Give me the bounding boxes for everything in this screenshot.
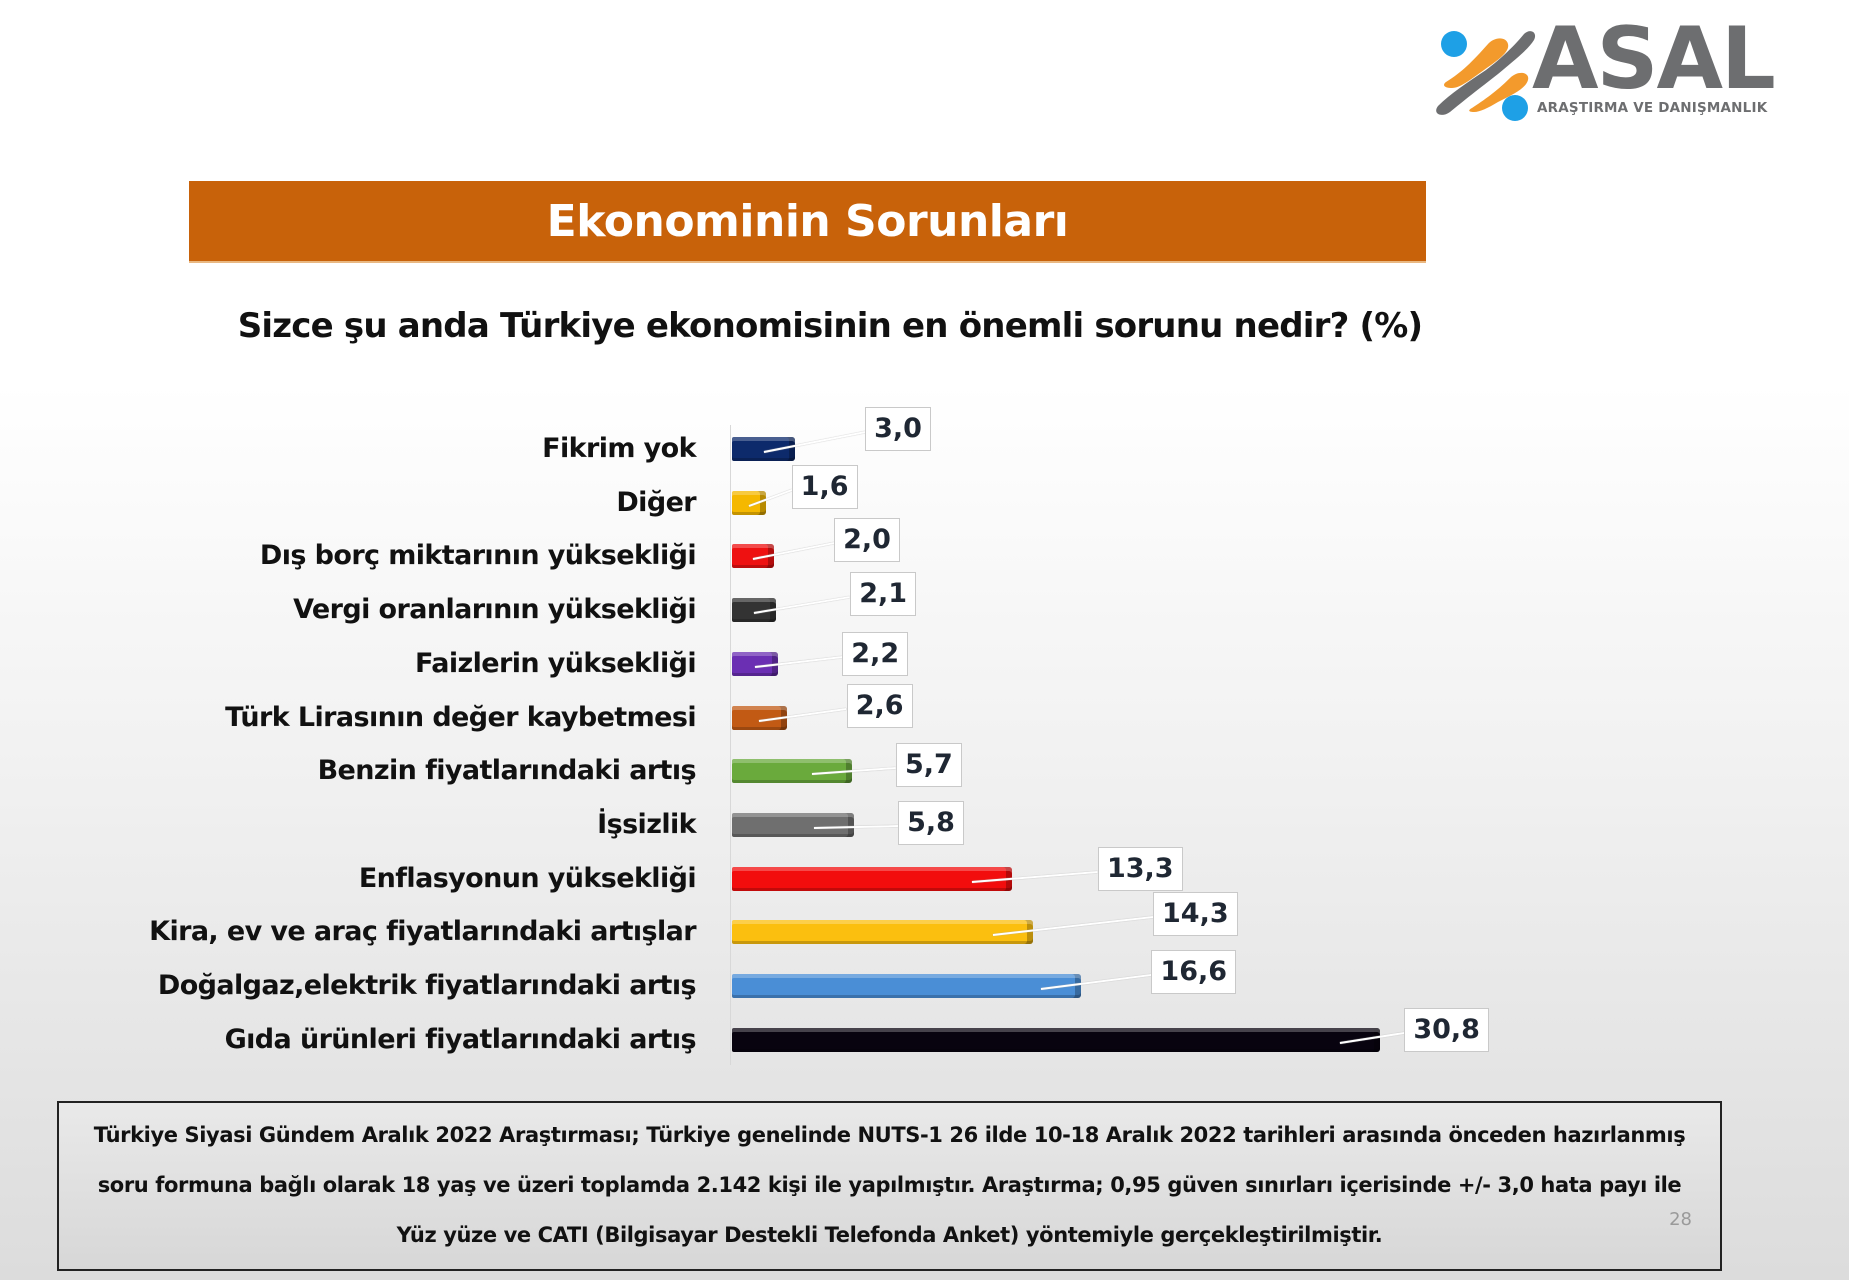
category-label: Türk Lirasının değer kaybetmesi [225,701,696,733]
bar [732,920,1033,945]
page-title: Ekonominin Sorunları [546,195,1069,247]
value-label: 14,3 [1153,892,1238,937]
asal-logo: ASAL ARAŞTIRMA VE DANIŞMANLIK [1432,16,1776,122]
chart-row: Doğalgaz,elektrik fiyatlarındaki artış 16… [0,950,1849,1018]
value-label: 2,2 [842,631,909,676]
category-label: Faizlerin yüksekliği [414,647,697,679]
value-label: 13,3 [1097,846,1183,891]
category-axis [730,425,731,1065]
value-label: 1,6 [791,464,858,509]
category-label: Diğer [616,486,696,518]
methodology-line-3: Yüz yüze ve CATI (Bilgisayar Destekli Te… [396,1223,1383,1247]
category-label: Kira, ev ve araç fiyatlarındaki artışlar [149,916,696,948]
category-label: Dış borç miktarının yüksekliği [259,540,697,572]
asal-logo-mark-icon [1436,31,1536,121]
chart-row: Enflasyonun yüksekliği 13,3 [0,846,1849,911]
chart-row: Faizlerin yüksekliği 2,2 [0,631,1849,696]
title-banner: Ekonominin Sorunları [189,181,1426,263]
logo-wordmark: ASAL [1532,9,1776,109]
page-number: 28 [1669,1209,1692,1230]
bar [732,866,1012,891]
value-label: 2,1 [850,572,917,617]
category-label: Doğalgaz,elektrik fiyatlarındaki artış [157,970,697,1001]
logo-tagline: ARAŞTIRMA VE DANIŞMANLIK [1537,100,1768,116]
category-label: Enflasyonun yüksekliği [358,862,697,894]
value-label: 30,8 [1404,1007,1489,1052]
bar [732,974,1082,998]
category-label: Fikrim yok [542,433,696,464]
chart-row: Vergi oranlarının yüksekliği 2,1 [0,572,1849,642]
methodology-note: Türkiye Siyasi Gündem Aralık 2022 Araştı… [57,1101,1722,1271]
value-label: 2,6 [846,683,913,728]
chart-row: Kira, ev ve araç fiyatlarındaki artışlar… [0,892,1849,964]
chart-row: Türk Lirasının değer kaybetmesi 2,6 [0,683,1849,750]
chart-row: Fikrim yok 3,0 [0,407,1849,481]
survey-question: Sizce şu anda Türkiye ekonomisinin en ön… [237,306,1423,346]
category-label: Vergi oranlarının yüksekliği [293,594,696,626]
chart-row: İşsizlik 5,8 [0,800,1849,857]
value-label: 5,7 [895,743,962,788]
chart-row: Dış borç miktarının yüksekliği 2,0 [0,518,1849,588]
bar [732,812,855,837]
value-label: 2,0 [834,518,900,563]
chart-row: Gıda ürünleri fiyatlarındaki artış 30,8 [0,1007,1849,1072]
value-label: 3,0 [865,407,931,451]
category-label: İşsizlik [597,808,696,840]
methodology-line-2: soru formuna bağlı olarak 18 yaş ve üzer… [97,1173,1682,1197]
methodology-line-1: Türkiye Siyasi Gündem Aralık 2022 Araştı… [93,1123,1686,1147]
bar [732,437,796,461]
category-label: Benzin fiyatlarındaki artış [317,755,697,787]
value-label: 5,8 [898,800,964,845]
chart-row: Benzin fiyatlarındaki artış 5,7 [0,743,1849,803]
bar [732,1027,1381,1052]
value-label: 16,6 [1151,950,1237,994]
chart-row: Diğer 1,6 [0,464,1849,535]
category-label: Gıda ürünleri fiyatlarındaki artış [224,1023,697,1055]
